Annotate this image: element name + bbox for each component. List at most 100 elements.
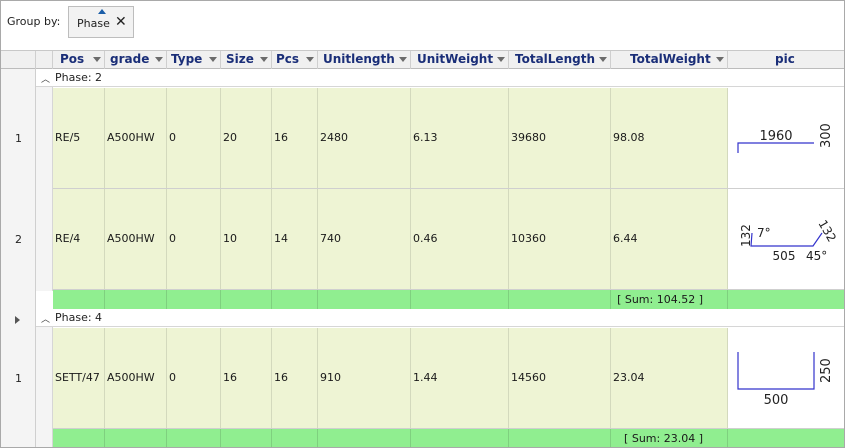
remove-group-icon[interactable]: ✕ xyxy=(115,14,127,30)
bend-shape-diagram: 500 250 xyxy=(737,352,834,408)
column-header-grade[interactable]: grade xyxy=(105,51,167,69)
group-summary-row: [ Sum: 104.52 ] xyxy=(53,290,844,309)
filter-dropdown-icon[interactable] xyxy=(260,57,268,62)
column-header-totalweight[interactable]: TotalWeight xyxy=(611,51,728,69)
cell-size[interactable]: 16 xyxy=(221,328,272,428)
table-row[interactable]: RE/5 A500HW 0 20 16 2480 6.13 39680 98.0… xyxy=(53,88,844,189)
cell-type[interactable]: 0 xyxy=(167,328,221,428)
cell-unitweight[interactable]: 6.13 xyxy=(411,88,509,188)
cell-unitweight[interactable]: 0.46 xyxy=(411,189,509,289)
group-summary-row: [ Sum: 23.04 ] xyxy=(53,429,844,447)
cell-pos[interactable]: RE/4 xyxy=(53,189,105,289)
group-row-phase-2[interactable]: ︿ Phase: 2 xyxy=(36,69,844,87)
cell-grade[interactable]: A500HW xyxy=(105,328,167,428)
group-by-panel: Group by: Phase ✕ xyxy=(1,1,844,51)
cell-pcs[interactable]: 14 xyxy=(272,189,318,289)
row-expander-icon[interactable] xyxy=(15,316,20,324)
column-header-unitlength[interactable]: Unitlength xyxy=(318,51,411,69)
cell-totallength[interactable]: 14560 xyxy=(509,328,611,428)
dimension-angle-right: 45° xyxy=(806,249,827,263)
column-header-label: UnitWeight xyxy=(417,52,494,66)
group-chip-phase[interactable]: Phase ✕ xyxy=(68,6,134,38)
dimension-base: 500 xyxy=(764,393,789,408)
dimension-left-leg: 132 xyxy=(739,224,753,247)
column-header-label: Pcs xyxy=(276,52,300,66)
cell-unitlength[interactable]: 740 xyxy=(318,189,411,289)
column-header-type[interactable]: Type xyxy=(167,51,221,69)
dimension-base: 505 xyxy=(773,249,796,263)
dimension-leg: 300 xyxy=(819,123,834,148)
cell-type[interactable]: 0 xyxy=(167,189,221,289)
cell-totallength[interactable]: 39680 xyxy=(509,88,611,188)
row-number: 1 xyxy=(15,132,22,145)
cell-size[interactable]: 10 xyxy=(221,189,272,289)
column-header-label: Size xyxy=(226,52,254,66)
column-header: Pos grade Type Size Pcs Unitlength UnitW… xyxy=(1,51,844,69)
header-corner xyxy=(1,51,36,69)
column-header-unitweight[interactable]: UnitWeight xyxy=(411,51,509,69)
group-indent-strip xyxy=(36,87,53,291)
cell-grade[interactable]: A500HW xyxy=(105,88,167,188)
filter-dropdown-icon[interactable] xyxy=(209,57,217,62)
cell-pic[interactable]: 132 7° 505 132 45° xyxy=(728,189,844,289)
filter-dropdown-icon[interactable] xyxy=(716,57,724,62)
table-row[interactable]: SETT/47 A500HW 0 16 16 910 1.44 14560 23… xyxy=(53,328,844,429)
bend-shape-diagram: 1960 300 xyxy=(737,123,834,153)
group-row-label: Phase: 2 xyxy=(55,71,103,84)
group-indent-strip xyxy=(36,327,53,447)
cell-unitweight[interactable]: 1.44 xyxy=(411,328,509,428)
row-indicator-column xyxy=(1,69,36,447)
table-row[interactable]: RE/4 A500HW 0 10 14 740 0.46 10360 6.44 … xyxy=(53,189,844,290)
filter-dropdown-icon[interactable] xyxy=(155,57,163,62)
dimension-angle-left: 7° xyxy=(757,226,771,240)
column-header-pcs[interactable]: Pcs xyxy=(272,51,318,69)
sort-ascending-icon xyxy=(98,9,106,14)
column-header-pos[interactable]: Pos xyxy=(53,51,105,69)
column-header-label: Type xyxy=(171,52,203,66)
column-header-label: Pos xyxy=(60,52,85,66)
cell-totallength[interactable]: 10360 xyxy=(509,189,611,289)
collapse-chevron-icon[interactable]: ︿ xyxy=(41,75,51,85)
cell-unitlength[interactable]: 2480 xyxy=(318,88,411,188)
column-header-label: pic xyxy=(775,52,795,66)
row-number: 2 xyxy=(15,233,22,246)
group-row-phase-4[interactable]: ︿ Phase: 4 xyxy=(36,309,844,327)
filter-dropdown-icon[interactable] xyxy=(306,57,314,62)
column-header-totallength[interactable]: TotalLength xyxy=(509,51,611,69)
column-header-label: Unitlength xyxy=(323,52,395,66)
column-header-label: TotalLength xyxy=(515,52,595,66)
filter-dropdown-icon[interactable] xyxy=(93,57,101,62)
cell-type[interactable]: 0 xyxy=(167,88,221,188)
cell-totalweight[interactable]: 23.04 xyxy=(611,328,728,428)
cell-pos[interactable]: SETT/47 xyxy=(53,328,105,428)
cell-pos[interactable]: RE/5 xyxy=(53,88,105,188)
cell-totalweight[interactable]: 6.44 xyxy=(611,189,728,289)
group-row-label: Phase: 4 xyxy=(55,311,103,324)
filter-dropdown-icon[interactable] xyxy=(399,57,407,62)
group-sum-value: [ Sum: 104.52 ] xyxy=(617,293,703,306)
bend-shape-diagram: 132 7° 505 132 45° xyxy=(739,218,839,264)
collapse-chevron-icon[interactable]: ︿ xyxy=(41,315,51,325)
cell-grade[interactable]: A500HW xyxy=(105,189,167,289)
column-header-label: TotalWeight xyxy=(630,52,711,66)
group-sum-value: [ Sum: 23.04 ] xyxy=(624,432,703,445)
cell-pcs[interactable]: 16 xyxy=(272,88,318,188)
column-header-size[interactable]: Size xyxy=(221,51,272,69)
column-header-pic[interactable]: pic xyxy=(728,51,844,69)
group-chip-label: Phase xyxy=(77,17,110,30)
column-header-label: grade xyxy=(110,52,150,66)
filter-dropdown-icon[interactable] xyxy=(497,57,505,62)
cell-pic[interactable]: 500 250 xyxy=(728,328,844,428)
group-by-label: Group by: xyxy=(7,15,61,28)
dimension-right-leg: 132 xyxy=(815,218,839,245)
filter-dropdown-icon[interactable] xyxy=(599,57,607,62)
cell-pcs[interactable]: 16 xyxy=(272,328,318,428)
cell-pic[interactable]: 1960 300 xyxy=(728,88,844,188)
cell-unitlength[interactable]: 910 xyxy=(318,328,411,428)
dimension-length: 1960 xyxy=(759,129,792,144)
dimension-leg: 250 xyxy=(819,358,834,383)
header-indent xyxy=(36,51,53,69)
cell-size[interactable]: 20 xyxy=(221,88,272,188)
cell-totalweight[interactable]: 98.08 xyxy=(611,88,728,188)
